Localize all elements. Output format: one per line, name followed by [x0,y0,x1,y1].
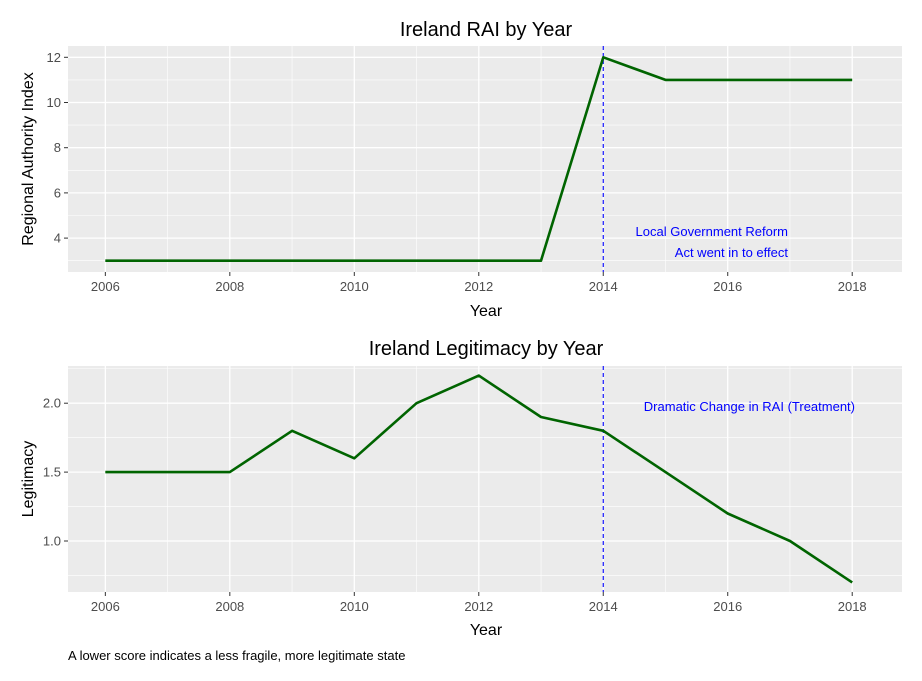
annotation: Local Government Reform Act went in to ef… [636,224,789,260]
plot-panel [68,46,902,272]
legitimacy-chart: Ireland Legitimacy by Year Dramatic Chan… [20,338,902,639]
caption: A lower score indicates a less fragile, … [68,648,406,663]
y-tick-label: 4 [54,231,61,246]
y-tick-label: 1.5 [43,465,61,480]
x-tick-label: 2008 [215,279,244,294]
x-tick-label: 2012 [464,599,493,614]
x-tick-label: 2006 [91,599,120,614]
y-tick-label: 10 [47,95,61,110]
y-axis-label: Legitimacy [20,441,37,517]
annotation: Dramatic Change in RAI (Treatment) [644,399,855,414]
y-tick-label: 8 [54,140,61,155]
x-tick-label: 2008 [215,599,244,614]
rai-chart: Ireland RAI by Year Local Government Ref… [20,19,902,320]
x-axis-label: Year [470,622,503,639]
series-line [105,55,853,263]
x-tick-label: 2014 [589,279,618,294]
y-tick-label: 2.0 [43,396,61,411]
x-axis-label: Year [470,303,503,320]
x-tick-label: 2012 [464,279,493,294]
y-axis-ticks: 1.0 1.5 2.0 [43,396,68,549]
x-tick-label: 2014 [589,599,618,614]
chart-title: Ireland Legitimacy by Year [369,338,604,360]
x-tick-label: 2016 [713,279,742,294]
chart-title: Ireland RAI by Year [400,19,573,41]
x-tick-label: 2006 [91,279,120,294]
y-axis-label: Regional Authority Index [20,72,37,245]
x-tick-label: 2016 [713,599,742,614]
annotation-text: Local Government Reform [636,224,788,239]
x-tick-label: 2018 [838,279,867,294]
series-line [105,374,853,584]
y-tick-label: 6 [54,185,61,200]
x-tick-label: 2010 [340,599,369,614]
series-lines [105,374,853,584]
x-axis-ticks: 2006 2008 2010 2012 2014 2016 2018 [91,592,867,614]
annotation-text: Dramatic Change in RAI (Treatment) [644,399,855,414]
x-axis-ticks: 2006 2008 2010 2012 2014 2016 2018 [91,272,867,294]
y-tick-label: 12 [47,50,61,65]
x-tick-label: 2010 [340,279,369,294]
annotation-text: Act went in to effect [675,245,789,260]
y-axis-ticks: 4 6 8 10 12 [47,50,68,246]
y-tick-label: 1.0 [43,534,61,549]
series-lines [105,55,853,263]
x-tick-label: 2018 [838,599,867,614]
